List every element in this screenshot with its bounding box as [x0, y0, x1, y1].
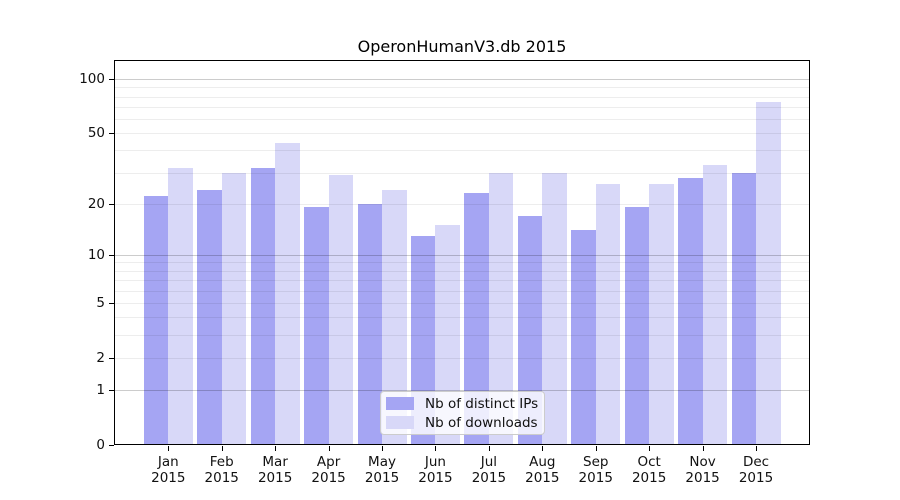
x-tick-label-jun: Jun 2015 — [418, 454, 453, 486]
legend-label-distinct-ips: Nb of distinct IPs — [425, 395, 539, 412]
bar-distinct-ips-may — [357, 203, 383, 445]
bar-downloads-mar — [275, 143, 300, 445]
legend-row-downloads: Nb of downloads — [386, 415, 538, 431]
x-tick-mark-jun — [435, 446, 437, 451]
minor-gridline-80 — [114, 96, 810, 98]
x-tick-label-sep: Sep 2015 — [578, 454, 613, 486]
minor-gridline-9 — [114, 262, 810, 264]
minor-gridline-2 — [114, 357, 810, 359]
y-tick-label-0: 0 — [96, 437, 105, 453]
minor-gridline-60 — [114, 118, 810, 120]
x-tick-mark-may — [382, 446, 384, 451]
y-tick-label-5: 5 — [96, 294, 105, 311]
y-tick-label-2: 2 — [96, 349, 105, 366]
legend-label-downloads: Nb of downloads — [425, 414, 538, 431]
x-tick-mark-dec — [756, 446, 758, 451]
bar-downloads-apr — [328, 175, 354, 445]
minor-gridline-40 — [114, 150, 810, 152]
plot-area: Nb of distinct IPs Nb of downloads — [114, 60, 810, 445]
x-tick-mark-oct — [649, 446, 651, 451]
bar-distinct-ips-feb — [197, 189, 222, 445]
legend-swatch-distinct-ips — [386, 397, 414, 410]
x-tick-label-jul: Jul 2015 — [471, 454, 507, 486]
x-tick-label-nov: Nov 2015 — [685, 454, 720, 486]
x-tick-mark-feb — [221, 446, 223, 451]
bar-downloads-sep — [595, 183, 621, 445]
legend-row-distinct-ips: Nb of distinct IPs — [386, 396, 538, 412]
bar-downloads-aug — [542, 172, 567, 445]
x-tick-label-oct: Oct 2015 — [631, 454, 667, 486]
x-tick-mark-jan — [168, 446, 170, 451]
y-tick-label-100: 100 — [79, 71, 105, 87]
legend: Nb of distinct IPs Nb of downloads — [380, 391, 545, 435]
x-tick-label-mar: Mar 2015 — [257, 454, 293, 486]
minor-gridline-6 — [114, 290, 810, 292]
y-tick-mark-2 — [109, 357, 114, 359]
minor-gridline-30 — [114, 172, 810, 174]
x-tick-mark-nov — [702, 446, 704, 451]
y-tick-mark-10 — [109, 254, 114, 256]
bar-distinct-ips-sep — [571, 230, 596, 445]
x-tick-label-may: May 2015 — [364, 454, 400, 486]
x-tick-label-apr: Apr 2015 — [311, 454, 346, 486]
x-tick-mark-aug — [542, 446, 544, 451]
minor-gridline-8 — [114, 270, 810, 272]
y-tick-mark-1 — [109, 390, 114, 392]
y-tick-mark-100 — [109, 79, 114, 80]
x-tick-label-aug: Aug 2015 — [525, 454, 560, 486]
x-tick-mark-mar — [275, 446, 277, 451]
y-tick-label-10: 10 — [87, 246, 105, 263]
x-tick-label-feb: Feb 2015 — [204, 454, 239, 486]
y-tick-mark-50 — [109, 133, 114, 135]
bar-distinct-ips-apr — [304, 207, 329, 445]
minor-gridline-20 — [114, 203, 810, 205]
y-tick-label-20: 20 — [87, 195, 105, 212]
x-tick-mark-apr — [328, 446, 330, 451]
minor-gridline-90 — [114, 87, 810, 89]
y-tick-mark-0 — [109, 445, 114, 446]
bar-downloads-oct — [649, 183, 674, 445]
y-tick-label-1: 1 — [96, 382, 105, 399]
bar-distinct-ips-mar — [250, 167, 276, 445]
major-gridline-10 — [114, 254, 810, 256]
x-tick-mark-sep — [595, 446, 597, 451]
y-tick-label-50: 50 — [87, 125, 105, 142]
x-tick-label-jan: Jan 2015 — [151, 454, 186, 486]
major-gridline-100 — [114, 79, 810, 80]
bar-downloads-feb — [221, 172, 247, 445]
legend-swatch-downloads — [386, 416, 414, 429]
bar-downloads-dec — [756, 101, 781, 445]
minor-gridline-50 — [114, 133, 810, 135]
minor-gridline-70 — [114, 106, 810, 108]
minor-gridline-3 — [114, 335, 810, 337]
bar-downloads-jan — [168, 167, 193, 445]
bar-distinct-ips-nov — [678, 177, 703, 445]
bar-distinct-ips-jan — [143, 196, 169, 445]
y-tick-mark-5 — [109, 302, 114, 304]
major-gridline-1 — [114, 390, 810, 392]
minor-gridline-7 — [114, 280, 810, 282]
y-tick-mark-20 — [109, 203, 114, 205]
bar-downloads-nov — [702, 165, 728, 445]
chart-title: OperonHumanV3.db 2015 — [357, 37, 567, 56]
x-tick-label-dec: Dec 2015 — [738, 454, 774, 486]
bar-distinct-ips-oct — [624, 207, 650, 445]
minor-gridline-5 — [114, 302, 810, 304]
minor-gridline-4 — [114, 317, 810, 319]
bar-distinct-ips-dec — [731, 172, 757, 445]
x-tick-mark-jul — [488, 446, 490, 451]
